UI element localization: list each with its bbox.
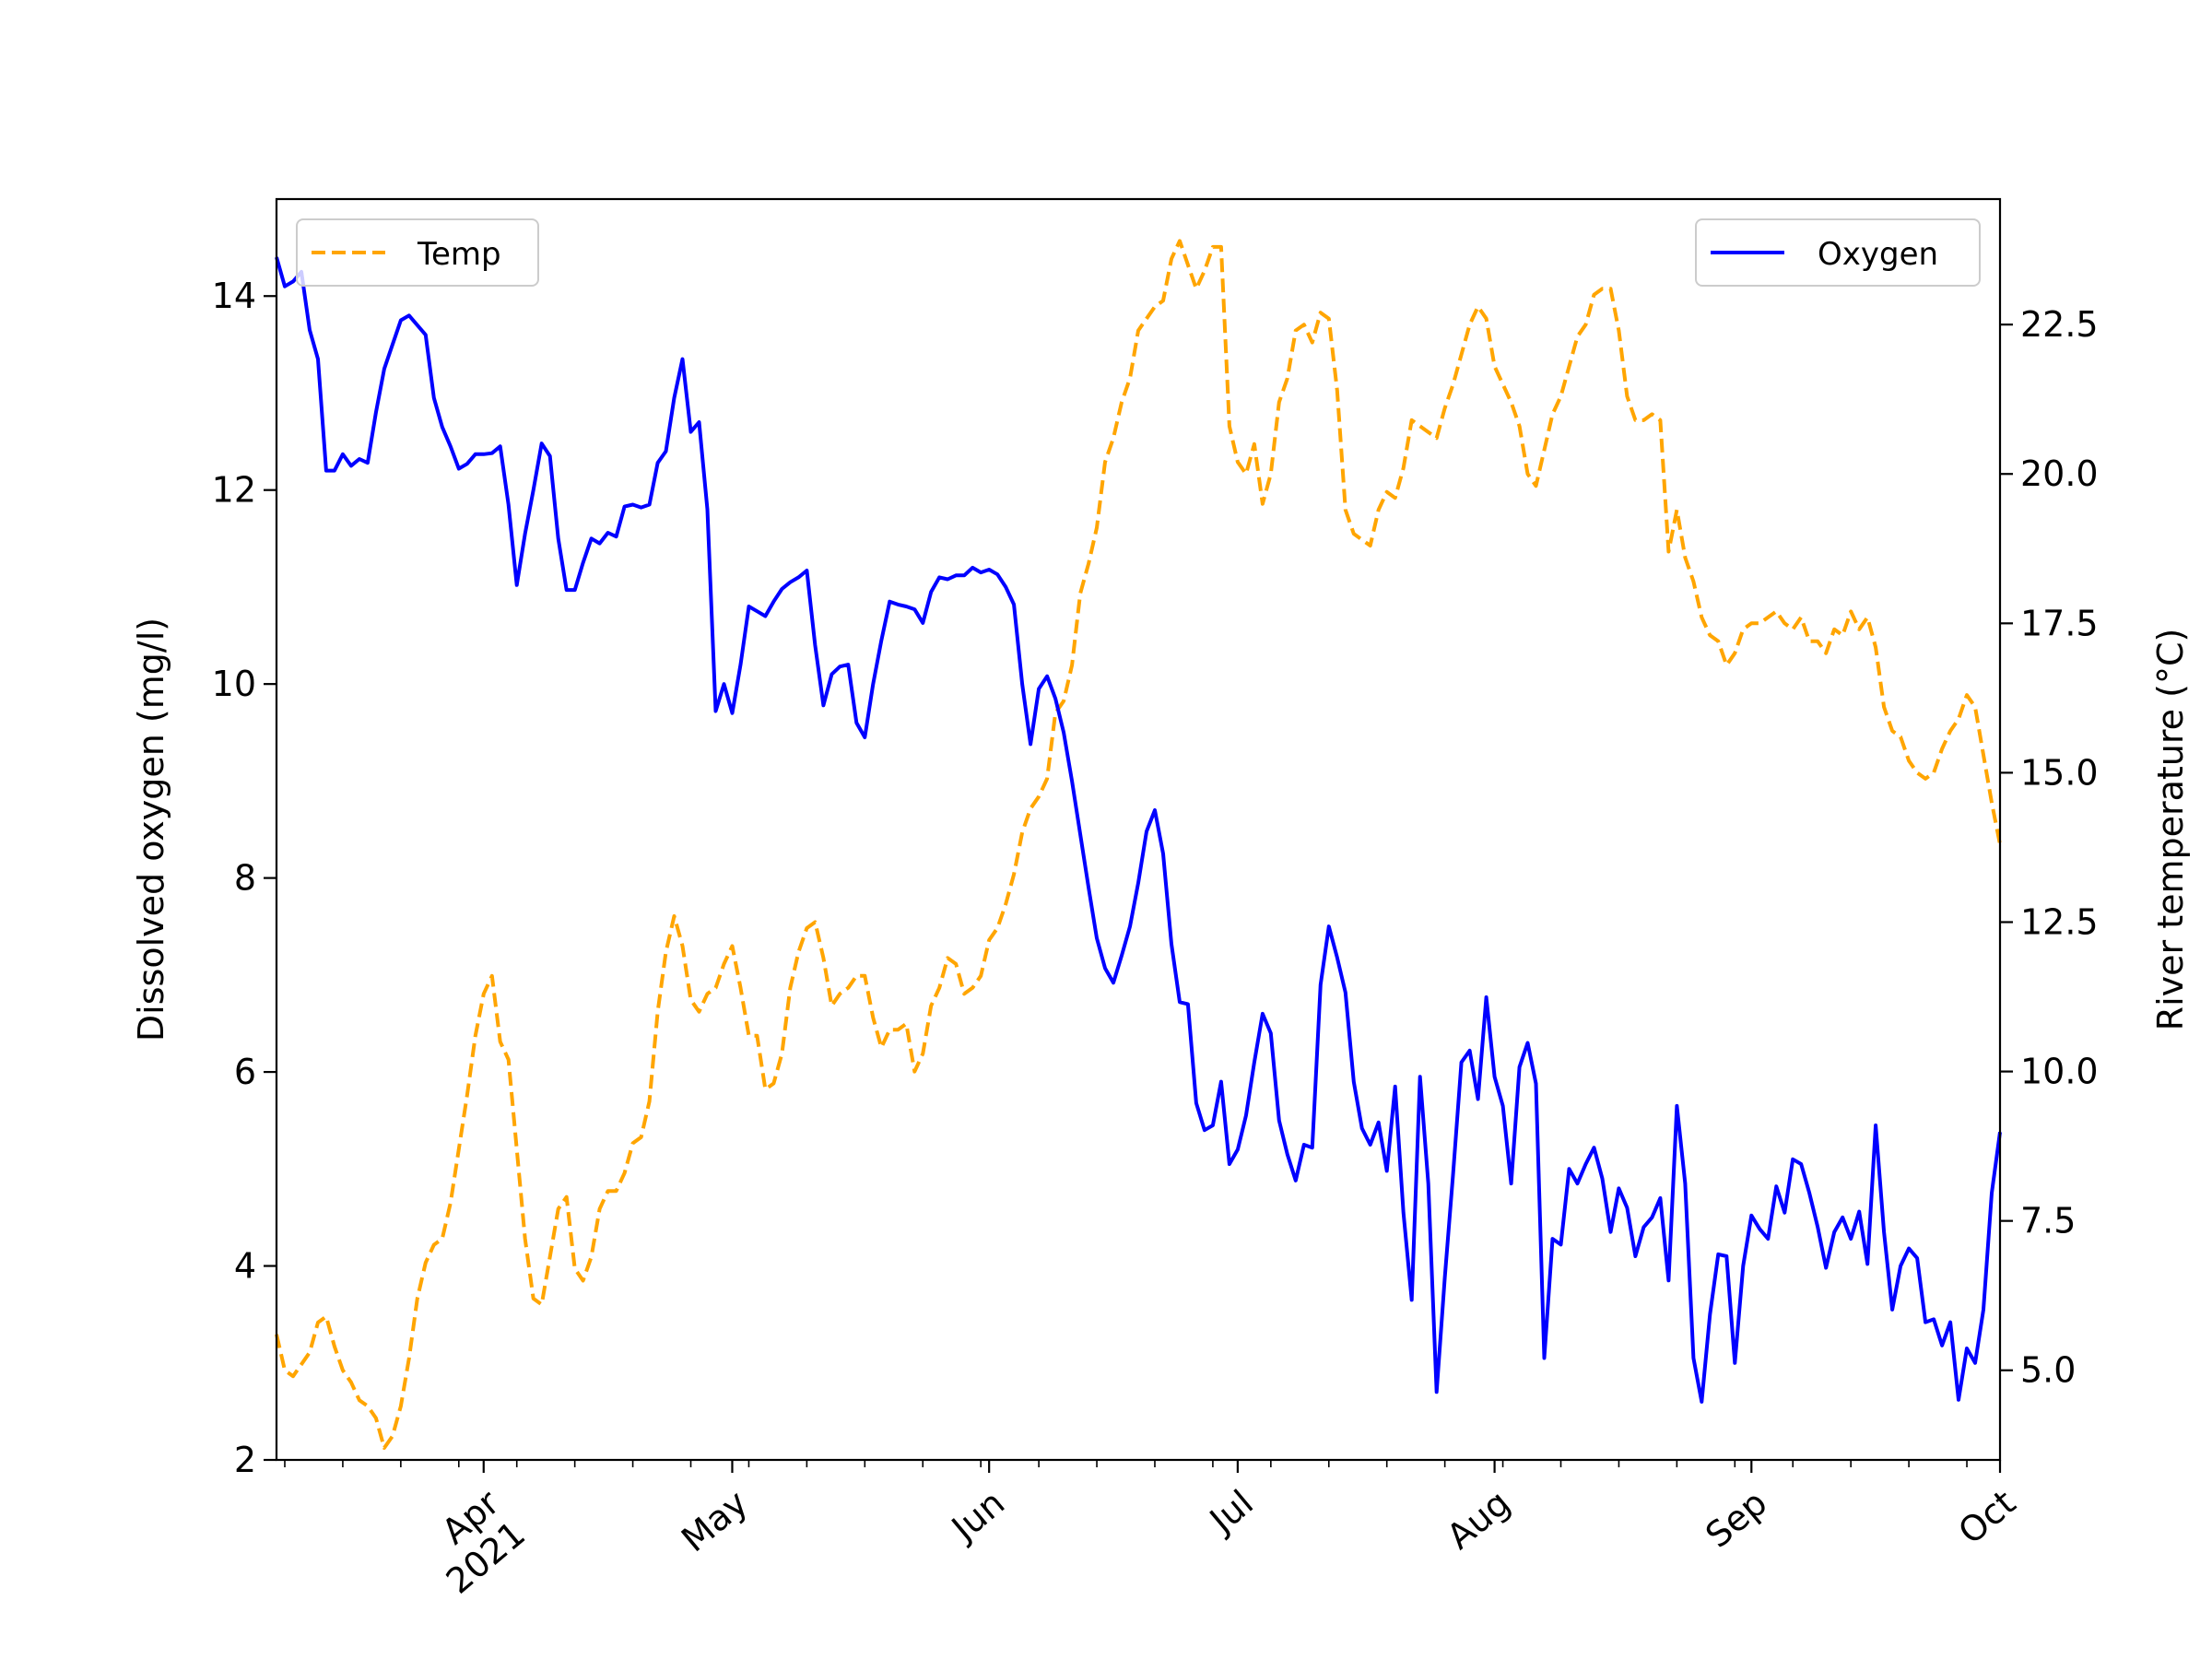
legend-temp-label: Temp — [417, 236, 501, 273]
y-left-tick-label: 6 — [234, 1052, 256, 1092]
y-right-tick-label: 12.5 — [2020, 901, 2099, 942]
series-line-oxygen — [275, 256, 2002, 1404]
legend-oxygen: Oxygen — [1695, 218, 1981, 287]
y-right-tick-label: 22.5 — [2020, 304, 2099, 345]
y-right-tick-label: 5.0 — [2020, 1350, 2076, 1391]
legend-oxygen-box — [1695, 218, 1981, 287]
y-left-tick-label: 12 — [212, 470, 256, 511]
y-left-axis-label: Dissolved oxygen (mg/l) — [131, 618, 171, 1041]
y-right-tick-label: 7.5 — [2020, 1201, 2076, 1241]
y-left-tick-label: 2 — [234, 1440, 256, 1480]
legend-temp-box — [296, 218, 539, 287]
series-line-temp — [275, 239, 2002, 1450]
y-right-tick-label: 20.0 — [2020, 453, 2099, 494]
legend-oxygen-label: Oxygen — [1818, 236, 1938, 273]
y-right-axis: 5.0 7.5 10.0 12.5 15.0 17.5 20.0 22.5 — [2000, 304, 2099, 1391]
y-right-tick-label: 15.0 — [2020, 752, 2099, 793]
y-left-axis: 2 4 6 8 10 12 14 — [212, 276, 276, 1480]
y-right-tick-label: 17.5 — [2020, 603, 2099, 643]
plot-lines — [275, 239, 2002, 1450]
y-right-tick-label: 10.0 — [2020, 1052, 2099, 1092]
y-left-tick-label: 8 — [234, 858, 256, 899]
y-left-tick-label: 4 — [234, 1246, 256, 1287]
y-left-tick-label: 10 — [212, 664, 256, 704]
plot-frame — [275, 197, 2002, 1462]
y-right-axis-label: River temperature (°C) — [2150, 629, 2191, 1031]
legend-temp: Temp — [296, 218, 539, 287]
y-left-tick-label: 14 — [212, 276, 256, 316]
